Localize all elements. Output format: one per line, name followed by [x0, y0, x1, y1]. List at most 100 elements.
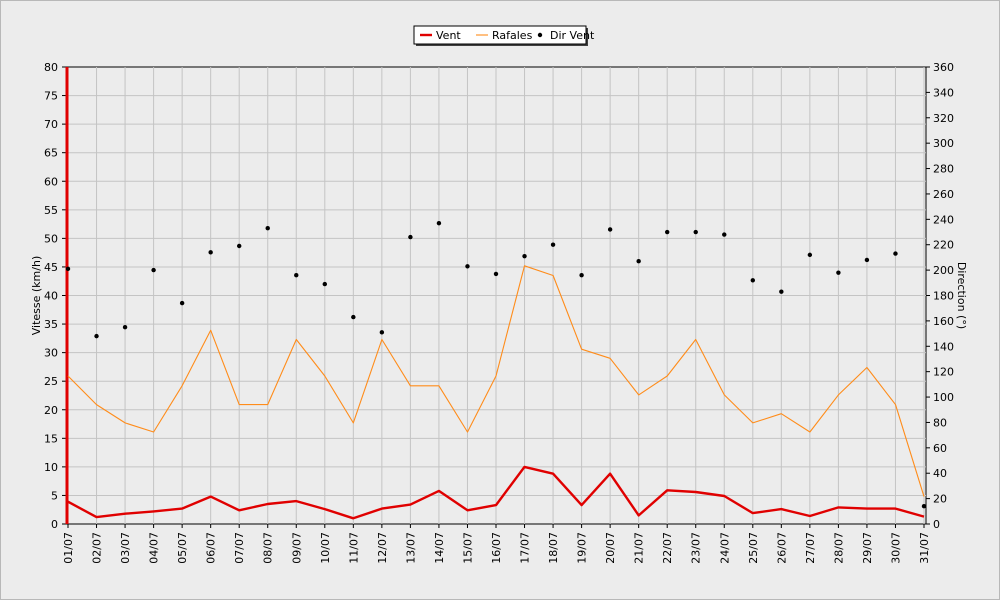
- data-point: [65, 266, 71, 272]
- x-tick-label: 21/07: [633, 532, 646, 564]
- left-tick-label: 30: [44, 347, 58, 360]
- x-tick-label: 29/07: [861, 532, 874, 564]
- x-tick-label: 06/07: [205, 532, 218, 564]
- legend-entry-label: Vent: [436, 29, 461, 42]
- right-tick-label: 20: [933, 493, 947, 506]
- left-tick-label: 40: [44, 290, 58, 303]
- data-point: [921, 504, 927, 509]
- data-point: [807, 252, 813, 258]
- data-point: [836, 270, 841, 275]
- left-tick-label: 60: [44, 175, 58, 188]
- right-axis-title: Direction (°): [955, 262, 968, 329]
- data-point: [493, 271, 499, 277]
- left-tick-label: 25: [44, 375, 58, 388]
- right-axis-ticks: 0 20 40 60 80 100 120 140 160 180 200 220 240 260 280 3…: [926, 61, 954, 531]
- data-point: [351, 314, 356, 320]
- x-tick-label: 11/07: [347, 532, 360, 564]
- data-point: [237, 243, 242, 249]
- right-tick-label: 320: [933, 112, 954, 125]
- data-point: [722, 232, 727, 237]
- right-tick-label: 360: [933, 61, 954, 74]
- right-tick-label: 260: [933, 188, 954, 201]
- x-tick-label: 05/07: [176, 532, 189, 564]
- left-axis-title: Vitesse (km/h): [30, 256, 43, 336]
- x-tick-label: 04/07: [148, 532, 161, 564]
- left-tick-label: 10: [44, 461, 58, 474]
- x-tick-label: 01/07: [62, 532, 75, 564]
- right-tick-label: 60: [933, 442, 947, 455]
- right-tick-label: 340: [933, 86, 954, 99]
- data-point: [408, 234, 413, 240]
- series-rafales-line: [67, 265, 925, 497]
- data-point: [322, 281, 327, 287]
- data-point: [607, 227, 613, 232]
- left-tick-label: 65: [44, 147, 58, 160]
- x-tick-label: 18/07: [547, 532, 560, 564]
- right-tick-label: 40: [933, 467, 947, 480]
- left-tick-label: 15: [44, 432, 58, 445]
- left-axis-ticks: 0 5 10 15 20 25 30 35 40 45 50 55 60 65 70 75 80: [44, 61, 66, 531]
- data-point: [208, 250, 213, 255]
- x-tick-label: 20/07: [604, 532, 617, 564]
- x-tick-label: 19/07: [576, 532, 589, 564]
- right-tick-label: 80: [933, 416, 947, 429]
- right-tick-label: 160: [933, 315, 954, 328]
- right-tick-label: 220: [933, 239, 954, 252]
- data-point: [151, 267, 156, 273]
- data-point: [265, 226, 270, 231]
- data-point: [522, 253, 527, 259]
- x-tick-label: 22/07: [661, 532, 674, 564]
- legend-box: [413, 25, 587, 45]
- x-tick-label: 10/07: [319, 532, 332, 564]
- x-tick-label: 15/07: [461, 532, 474, 564]
- right-tick-label: 140: [933, 340, 954, 353]
- x-tick-label: 07/07: [233, 532, 246, 564]
- left-tick-label: 70: [44, 118, 58, 131]
- data-point: [436, 220, 442, 226]
- left-tick-label: 0: [51, 518, 58, 531]
- legend-entry-label: Rafales: [492, 29, 533, 42]
- left-tick-label: 45: [44, 261, 58, 274]
- data-point: [779, 289, 784, 294]
- data-point: [864, 257, 870, 263]
- left-tick-label: 5: [51, 489, 58, 502]
- right-tick-label: 120: [933, 366, 954, 379]
- x-tick-label: 09/07: [290, 532, 303, 564]
- x-tick-label: 16/07: [490, 532, 503, 564]
- x-tick-label: 13/07: [404, 532, 417, 564]
- data-point: [379, 330, 385, 335]
- legend: Vent Rafales Dir Vent: [413, 25, 595, 46]
- x-tick-label: 23/07: [690, 532, 703, 564]
- data-point: [179, 300, 185, 306]
- data-point: [693, 229, 698, 235]
- series-dir-vent: [65, 220, 927, 509]
- x-tick-label: 24/07: [718, 532, 731, 564]
- data-point: [550, 242, 556, 247]
- data-point: [636, 259, 641, 264]
- series-layer: [65, 67, 927, 524]
- legend-entry-label: Dir Vent: [550, 29, 595, 42]
- x-tick-label: 02/07: [91, 532, 104, 564]
- data-point: [750, 278, 755, 283]
- x-tick-label: 14/07: [433, 532, 446, 564]
- data-point: [94, 333, 99, 339]
- x-tick-label: 25/07: [747, 532, 760, 564]
- x-axis-ticks: 01/07 02/07 03/07 04/07 05/07 06/07 07/07 08/07…: [62, 524, 931, 564]
- grid-lines: [66, 67, 926, 524]
- x-tick-label: 08/07: [262, 532, 275, 564]
- left-tick-label: 80: [44, 61, 58, 74]
- left-tick-label: 20: [44, 404, 58, 417]
- right-tick-label: 100: [933, 391, 954, 404]
- right-tick-label: 200: [933, 264, 954, 277]
- data-point: [665, 229, 670, 235]
- x-tick-label: 27/07: [804, 532, 817, 564]
- right-tick-label: 300: [933, 137, 954, 150]
- left-tick-label: 75: [44, 90, 58, 103]
- right-tick-label: 180: [933, 290, 954, 303]
- x-tick-label: 30/07: [889, 532, 902, 564]
- x-tick-label: 17/07: [519, 532, 532, 564]
- x-tick-label: 28/07: [832, 532, 845, 564]
- data-point: [579, 272, 584, 278]
- left-tick-label: 35: [44, 318, 58, 331]
